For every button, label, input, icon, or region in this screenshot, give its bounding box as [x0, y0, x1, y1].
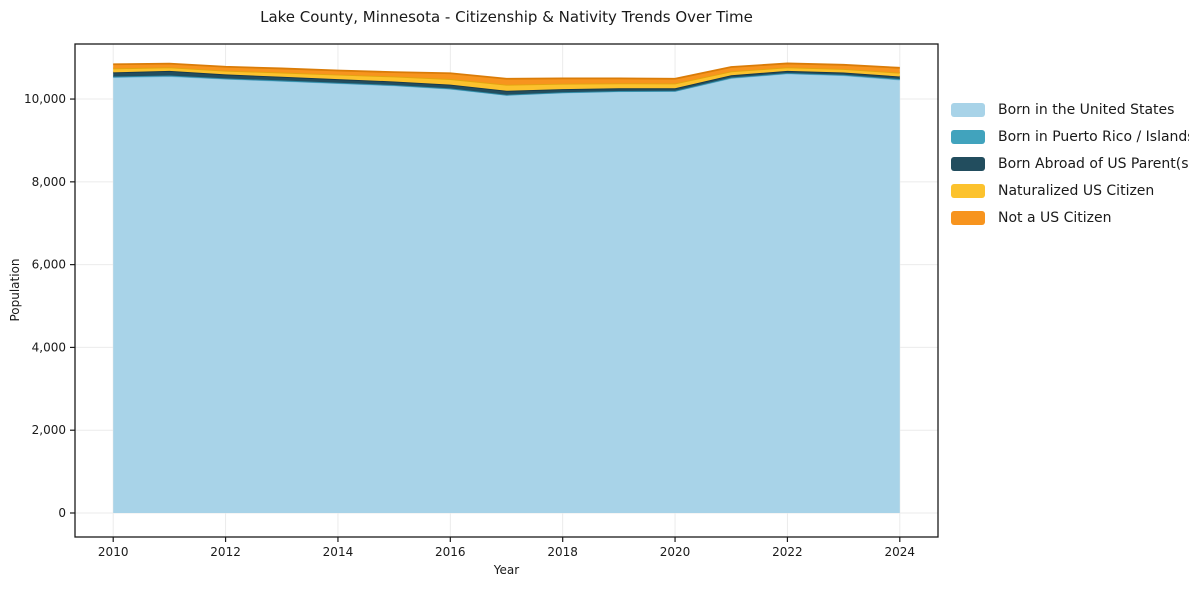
legend-label: Naturalized US Citizen [998, 183, 1155, 199]
y-tick-label: 2,000 [32, 423, 66, 437]
legend-label: Born in the United States [998, 102, 1175, 118]
y-tick-label: 0 [58, 506, 66, 520]
legend-label: Born Abroad of US Parent(s) [998, 156, 1189, 172]
legend-swatch [951, 103, 985, 117]
legend-item: Born in Puerto Rico / Islands [951, 130, 1189, 144]
legend-swatch [951, 211, 985, 225]
x-tick-label: 2012 [210, 545, 241, 559]
legend-item: Naturalized US Citizen [951, 184, 1189, 198]
y-tick-label: 4,000 [32, 340, 66, 354]
area-series [113, 70, 900, 95]
x-axis-label: Year [493, 563, 520, 577]
x-tick-label: 2014 [323, 545, 354, 559]
legend-item: Not a US Citizen [951, 211, 1189, 225]
x-tick-label: 2016 [435, 545, 466, 559]
y-tick-label: 6,000 [32, 258, 66, 272]
y-tick-label: 10,000 [24, 92, 66, 106]
legend-swatch [951, 184, 985, 198]
plot-border [74, 43, 939, 538]
legend-label: Born in Puerto Rico / Islands [998, 129, 1189, 145]
y-tick-label: 8,000 [32, 175, 66, 189]
legend-swatch [951, 130, 985, 144]
x-tick-label: 2010 [98, 545, 129, 559]
legend: Born in the United States Born in Puerto … [951, 103, 1189, 225]
chart-title: Lake County, Minnesota - Citizenship & N… [260, 8, 753, 26]
area-series [113, 67, 900, 91]
x-tick-label: 2022 [772, 545, 803, 559]
x-tick-label: 2018 [547, 545, 578, 559]
legend-label: Not a US Citizen [998, 210, 1112, 226]
x-tick-label: 2024 [885, 545, 916, 559]
y-axis-label: Population [8, 258, 22, 322]
legend-item: Born Abroad of US Parent(s) [951, 157, 1189, 171]
x-tick-label: 2020 [660, 545, 691, 559]
area-series [113, 73, 900, 513]
legend-swatch [951, 157, 985, 171]
area-series-edge [113, 62, 900, 80]
legend-item: Born in the United States [951, 103, 1189, 117]
